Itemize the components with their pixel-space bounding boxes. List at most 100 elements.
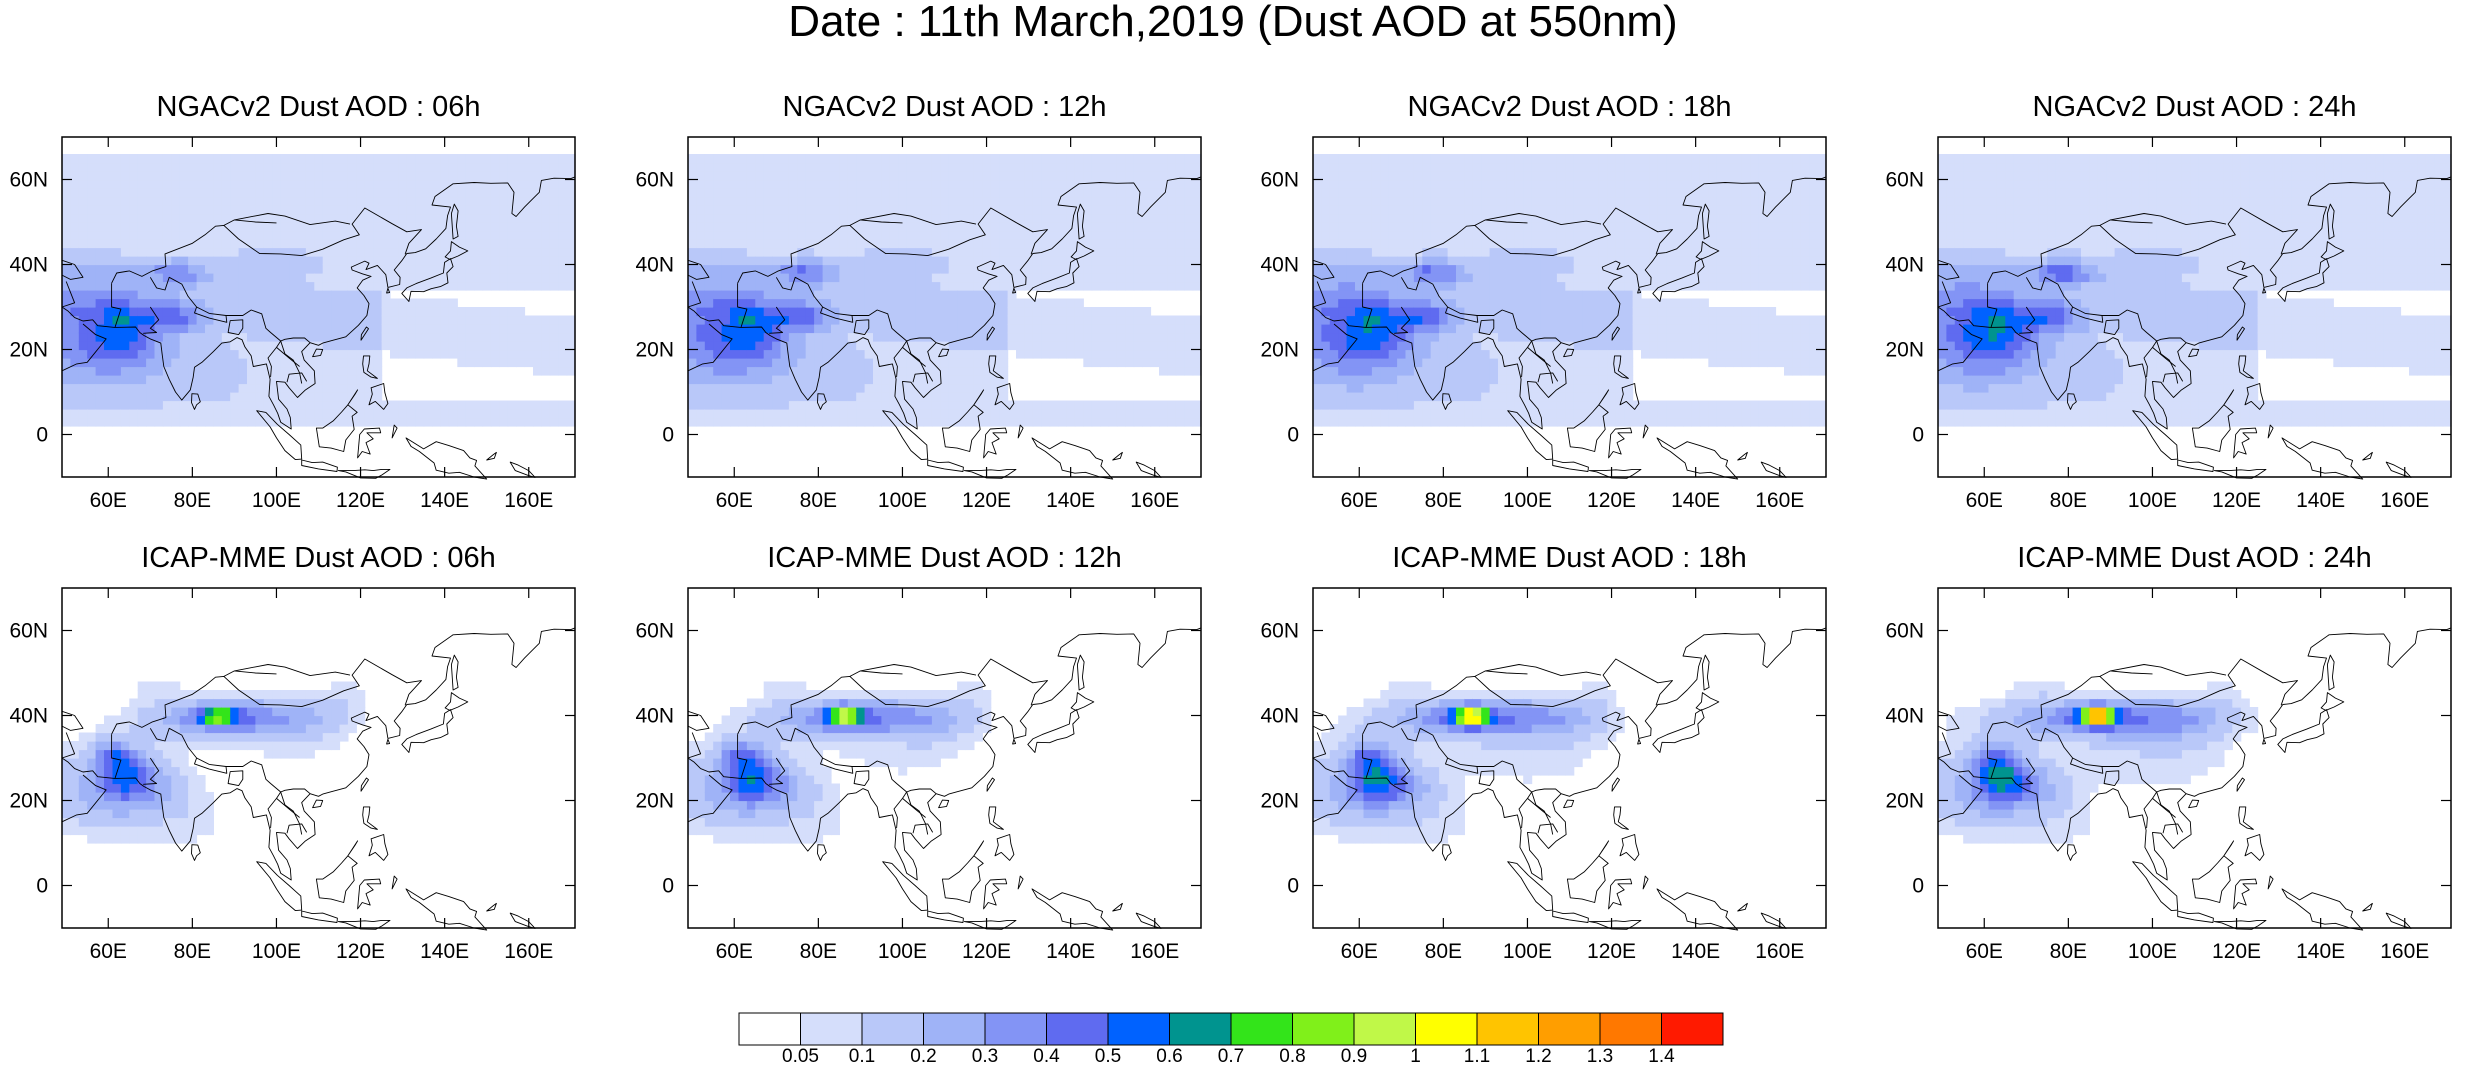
x-tick-label: 160E [1130,489,1179,512]
colorbar-label: 0.1 [849,1046,875,1062]
colorbar-label: 0.05 [782,1046,819,1062]
x-tick-label: 160E [1755,489,1804,512]
y-tick-label: 60N [1885,620,1924,643]
colorbar-label: 0.5 [1095,1046,1121,1062]
aod-colorbar: 0.05 0.1 0.2 0.3 0.4 0.5 0.6 0.7 0.8 0.9 1 1.1 1.2 1.… [738,1012,1724,1062]
aod-field [1313,681,1625,844]
colorbar-swatch [1476,1012,1539,1046]
colorbar-label: 1.1 [1464,1046,1490,1062]
map-frame [61,136,576,478]
colorbar-swatch [1230,1012,1293,1046]
colorbar-label: 1.3 [1587,1046,1613,1062]
x-tick-label: 100E [1503,489,1552,512]
colorbar-label: 0.4 [1033,1046,1060,1062]
map-frame [1937,136,2452,478]
y-tick-label: 20N [1260,339,1299,362]
colorbar-swatch [738,1012,801,1046]
x-tick-label: 160E [2380,489,2429,512]
y-tick-label: 20N [635,339,674,362]
colorbar-swatch [1538,1012,1601,1046]
x-tick-label: 160E [1130,940,1179,963]
y-tick-label: 60N [1260,169,1299,192]
colorbar-swatch [800,1012,863,1046]
colorbar-label: 0.3 [972,1046,998,1062]
colorbar-swatch [861,1012,924,1046]
aod-field [688,681,992,844]
colorbar-swatch [1107,1012,1170,1046]
colorbar-swatch [1661,1012,1724,1046]
y-tick-label: 40N [9,254,48,277]
map-frame [1312,587,1827,929]
aod-field [1938,154,2452,427]
x-tick-label: 100E [878,940,927,963]
colorbar-swatch [1415,1012,1478,1046]
x-tick-label: 140E [2296,489,2345,512]
x-tick-label: 80E [1425,489,1462,512]
y-tick-label: 40N [1260,254,1299,277]
x-tick-label: 160E [1755,940,1804,963]
map-panel: 60E 80E 100E 120E 140E 160E 0 20N 40N 60N [1260,136,1827,512]
x-tick-label: 60E [90,489,127,512]
x-tick-label: 80E [174,940,211,963]
x-tick-label: 100E [252,940,301,963]
colorbar-swatch [1292,1012,1355,1046]
panel-title: ICAP-MME Dust AOD : 24h [2017,542,2372,574]
x-tick-label: 160E [504,940,553,963]
y-tick-label: 60N [9,169,48,192]
x-tick-label: 60E [90,940,127,963]
x-tick-label: 120E [2212,489,2261,512]
y-tick-label: 0 [662,875,674,898]
map-panel: 60E 80E 100E 120E 140E 160E 0 20N 40N 60N [1260,587,1827,963]
colorbar-swatch [1046,1012,1109,1046]
colorbar-label: 0.6 [1156,1046,1182,1062]
y-tick-label: 60N [635,169,674,192]
x-tick-label: 80E [2050,489,2087,512]
colorbar-label: 0.8 [1279,1046,1305,1062]
y-tick-label: 60N [1260,620,1299,643]
x-tick-label: 120E [336,940,385,963]
figure-title: Date : 11th March,2019 (Dust AOD at 550n… [788,0,1678,46]
x-tick-label: 100E [2128,940,2177,963]
aod-field [62,681,366,844]
panel-title: ICAP-MME Dust AOD : 18h [1392,542,1747,574]
colorbar-swatch [923,1012,986,1046]
colorbar-label: 1 [1410,1046,1421,1062]
map-panel: 60E 80E 100E 120E 140E 160E 0 20N 40N 60N [635,587,1202,963]
panel-title: NGACv2 Dust AOD : 06h [156,91,481,123]
y-tick-label: 60N [9,620,48,643]
x-tick-label: 60E [1341,489,1378,512]
y-tick-label: 20N [1260,790,1299,813]
colorbar-swatch [984,1012,1047,1046]
colorbar-label: 1.4 [1648,1046,1675,1062]
x-tick-label: 60E [1966,489,2003,512]
colorbar-label: 0.9 [1341,1046,1367,1062]
y-tick-label: 60N [1885,169,1924,192]
x-tick-label: 80E [2050,940,2087,963]
x-tick-label: 120E [1587,940,1636,963]
coastline [687,627,1202,931]
map-panel: 60E 80E 100E 120E 140E 160E 0 20N 40N 60N [1885,136,2452,512]
y-tick-label: 0 [36,424,48,447]
x-tick-label: 160E [504,489,553,512]
x-tick-label: 120E [336,489,385,512]
x-tick-label: 100E [1503,940,1552,963]
map-frame [61,587,576,929]
panel-title: ICAP-MME Dust AOD : 06h [141,542,496,574]
colorbar-swatch [1169,1012,1232,1046]
map-panel: 60E 80E 100E 120E 140E 160E 0 20N 40N 60N [9,587,576,963]
x-tick-label: 140E [420,940,469,963]
x-tick-label: 120E [962,489,1011,512]
x-tick-label: 140E [1671,489,1720,512]
x-tick-label: 60E [716,940,753,963]
y-tick-label: 60N [635,620,674,643]
x-tick-label: 140E [420,489,469,512]
coastline [1312,176,1827,480]
x-tick-label: 140E [2296,940,2345,963]
coastline [1312,627,1827,931]
x-tick-label: 120E [962,940,1011,963]
x-tick-label: 60E [1966,940,2003,963]
y-tick-label: 0 [1287,424,1299,447]
x-tick-label: 80E [800,489,837,512]
y-tick-label: 20N [1885,339,1924,362]
panel-title: NGACv2 Dust AOD : 12h [782,91,1107,123]
